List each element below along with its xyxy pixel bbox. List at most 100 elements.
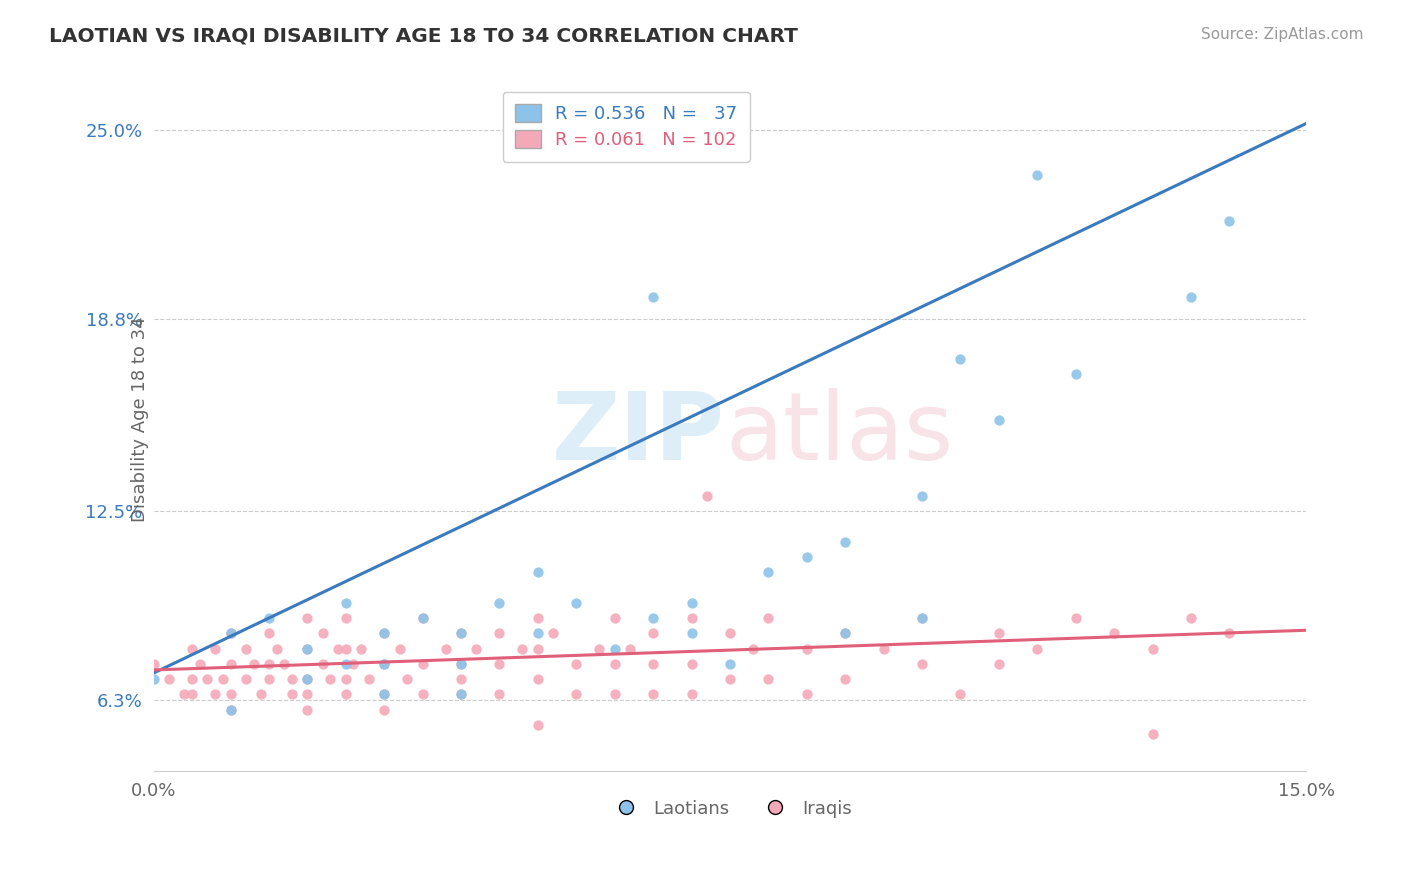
Point (412, 657, 434, 671)
Point (643, 657, 665, 671)
Point (388, 641, 411, 656)
Point (142, 672, 165, 686)
Point (527, 641, 550, 656)
Point (603, 687, 626, 701)
Point (257, 672, 280, 686)
Point (541, 626, 564, 640)
Point (181, 641, 204, 656)
Point (197, 672, 219, 686)
Point (1064, 611, 1087, 625)
Point (588, 641, 610, 656)
Point (357, 672, 380, 686)
Point (796, 549, 818, 564)
Point (758, 611, 780, 625)
Point (681, 611, 703, 625)
Point (297, 641, 319, 656)
Point (1102, 626, 1125, 640)
Point (396, 672, 419, 686)
Point (297, 611, 319, 625)
Point (565, 596, 588, 610)
Point (342, 657, 364, 671)
Point (681, 687, 703, 701)
Point (488, 657, 510, 671)
Point (527, 718, 550, 732)
Point (266, 641, 288, 656)
Point (188, 657, 211, 671)
Point (373, 626, 395, 640)
Point (949, 351, 972, 366)
Legend: Laotians, Iraqis: Laotians, Iraqis (602, 792, 859, 825)
Point (204, 687, 226, 701)
Point (373, 657, 395, 671)
Point (434, 641, 457, 656)
Point (1218, 626, 1240, 640)
Point (450, 626, 472, 640)
Point (219, 703, 242, 717)
Point (412, 611, 434, 625)
Point (335, 687, 357, 701)
Point (696, 489, 718, 503)
Point (1142, 727, 1164, 741)
Point (297, 703, 319, 717)
Point (373, 687, 395, 701)
Point (312, 657, 335, 671)
Point (181, 672, 204, 686)
Point (235, 672, 257, 686)
Point (211, 672, 233, 686)
Point (173, 687, 195, 701)
Point (758, 672, 780, 686)
Point (326, 641, 349, 656)
Point (257, 611, 280, 625)
Point (758, 566, 780, 580)
Point (1064, 367, 1087, 381)
Point (987, 412, 1010, 426)
Text: ZIP: ZIP (551, 388, 724, 480)
Point (335, 657, 357, 671)
Point (834, 626, 856, 640)
Point (527, 626, 550, 640)
Point (911, 657, 934, 671)
Point (257, 657, 280, 671)
Point (834, 626, 856, 640)
Point (235, 641, 257, 656)
Point (297, 672, 319, 686)
Point (373, 687, 395, 701)
Point (281, 672, 304, 686)
Point (242, 657, 264, 671)
Point (250, 687, 273, 701)
Point (297, 687, 319, 701)
Point (142, 657, 165, 671)
Text: atlas: atlas (725, 388, 953, 480)
Point (319, 672, 342, 686)
Point (603, 657, 626, 671)
Point (643, 687, 665, 701)
Point (603, 641, 626, 656)
Point (450, 657, 472, 671)
Point (718, 657, 741, 671)
Point (527, 611, 550, 625)
Point (718, 672, 741, 686)
Point (834, 534, 856, 549)
Point (643, 291, 665, 305)
Point (373, 657, 395, 671)
Point (312, 626, 335, 640)
Point (488, 596, 510, 610)
Point (643, 626, 665, 640)
Point (872, 641, 894, 656)
Point (450, 626, 472, 640)
Point (335, 672, 357, 686)
Point (1180, 611, 1202, 625)
Text: LAOTIAN VS IRAQI DISABILITY AGE 18 TO 34 CORRELATION CHART: LAOTIAN VS IRAQI DISABILITY AGE 18 TO 34… (49, 27, 799, 45)
Point (373, 626, 395, 640)
Point (681, 657, 703, 671)
Text: Source: ZipAtlas.com: Source: ZipAtlas.com (1201, 27, 1364, 42)
Point (603, 611, 626, 625)
Point (335, 641, 357, 656)
Point (911, 611, 934, 625)
Point (1026, 641, 1049, 656)
Point (1218, 214, 1240, 228)
Point (681, 596, 703, 610)
Point (527, 672, 550, 686)
Point (257, 626, 280, 640)
Point (643, 611, 665, 625)
